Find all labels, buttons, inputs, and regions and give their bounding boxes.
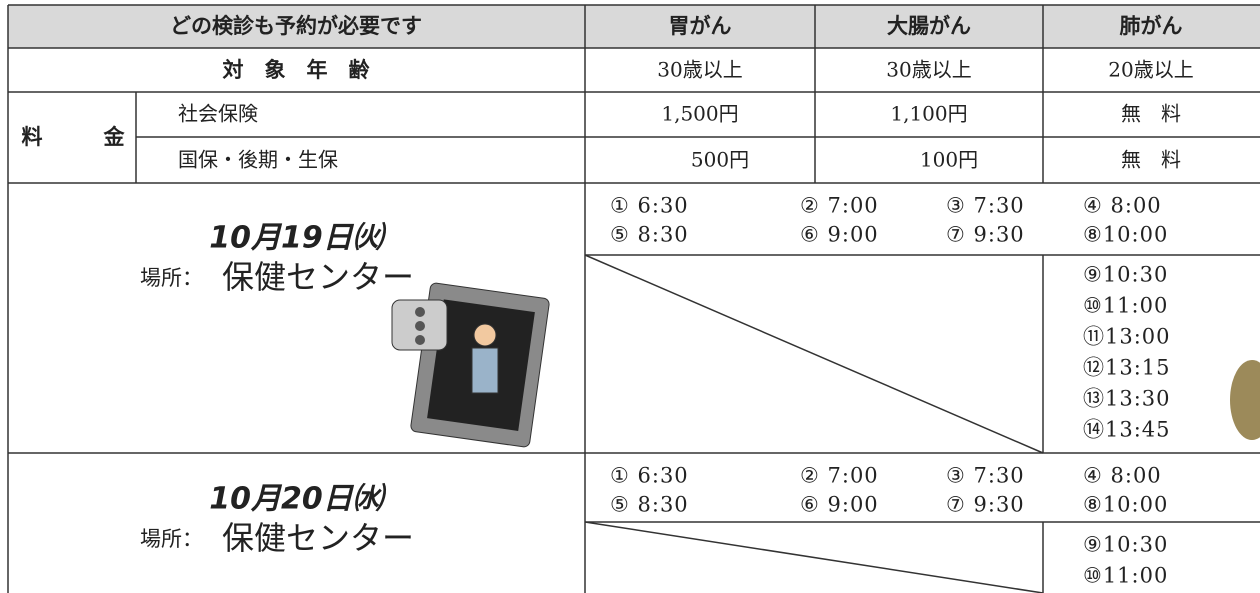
cell: 500円 xyxy=(691,148,749,172)
header-bg xyxy=(8,5,1260,48)
time-slot: ⑧10:00 xyxy=(1083,223,1168,247)
grid xyxy=(7,4,1260,593)
time-slot: ⑧10:00 xyxy=(1083,493,1168,517)
place-label: 場所： xyxy=(140,527,203,551)
time-slot: ⑫13:15 xyxy=(1083,356,1171,380)
cell: 無 料 xyxy=(1121,148,1181,172)
cell: 30歳以上 xyxy=(886,58,971,82)
column-header: どの検診も予約が必要です xyxy=(170,14,422,38)
row-label: 金 xyxy=(103,125,126,149)
time-slot: ③ 7:30 xyxy=(946,464,1025,488)
row-sublabel: 国保・後期・生保 xyxy=(178,148,338,172)
cell: 20歳以上 xyxy=(1108,58,1193,82)
date: 10月19日㈫ xyxy=(209,221,387,256)
time-slot: ⑥ 9:00 xyxy=(800,223,879,247)
time-slot: ② 7:00 xyxy=(800,194,879,218)
time-slot: ⑪13:00 xyxy=(1083,325,1171,349)
time-slot: ⑬13:30 xyxy=(1083,387,1171,411)
time-slot: ⑦ 9:30 xyxy=(946,493,1025,517)
time-slot: ④ 8:00 xyxy=(1083,194,1162,218)
time-slot: ② 7:00 xyxy=(800,464,879,488)
place: 保健センター xyxy=(222,258,414,296)
time-slot: ⑤ 8:30 xyxy=(610,493,689,517)
place: 保健センター xyxy=(222,519,414,557)
time-slot: ④ 8:00 xyxy=(1083,464,1162,488)
time-slot: ⑨10:30 xyxy=(1083,533,1168,557)
time-slot: ⑩11:00 xyxy=(1083,564,1168,588)
row-label: 料 xyxy=(22,125,43,149)
time-slot: ⑥ 9:00 xyxy=(800,493,879,517)
xray-illustration xyxy=(391,282,550,448)
column-header: 大腸がん xyxy=(887,14,971,38)
time-slot: ① 6:30 xyxy=(610,194,689,218)
time-slot: ⑦ 9:30 xyxy=(946,223,1025,247)
time-slot: ⑤ 8:30 xyxy=(610,223,689,247)
cell: 無 料 xyxy=(1121,102,1181,126)
date: 10月20日㈬ xyxy=(209,482,387,517)
cell: 1,500円 xyxy=(661,102,738,126)
column-header: 胃がん xyxy=(669,14,732,38)
time-slot: ① 6:30 xyxy=(610,464,689,488)
cell: 100円 xyxy=(920,148,978,172)
cell: 1,100円 xyxy=(890,102,967,126)
cell: 30歳以上 xyxy=(657,58,742,82)
character-illustration xyxy=(1230,360,1260,440)
time-slot: ⑨10:30 xyxy=(1083,263,1168,287)
time-slot: ③ 7:30 xyxy=(946,194,1025,218)
time-slot: ⑩11:00 xyxy=(1083,294,1168,318)
time-slot: ⑭13:45 xyxy=(1083,418,1171,442)
row-label: 対 象 年 齢 xyxy=(223,58,371,82)
column-header: 肺がん xyxy=(1120,14,1183,38)
place-label: 場所： xyxy=(140,266,203,290)
row-sublabel: 社会保険 xyxy=(178,102,258,126)
